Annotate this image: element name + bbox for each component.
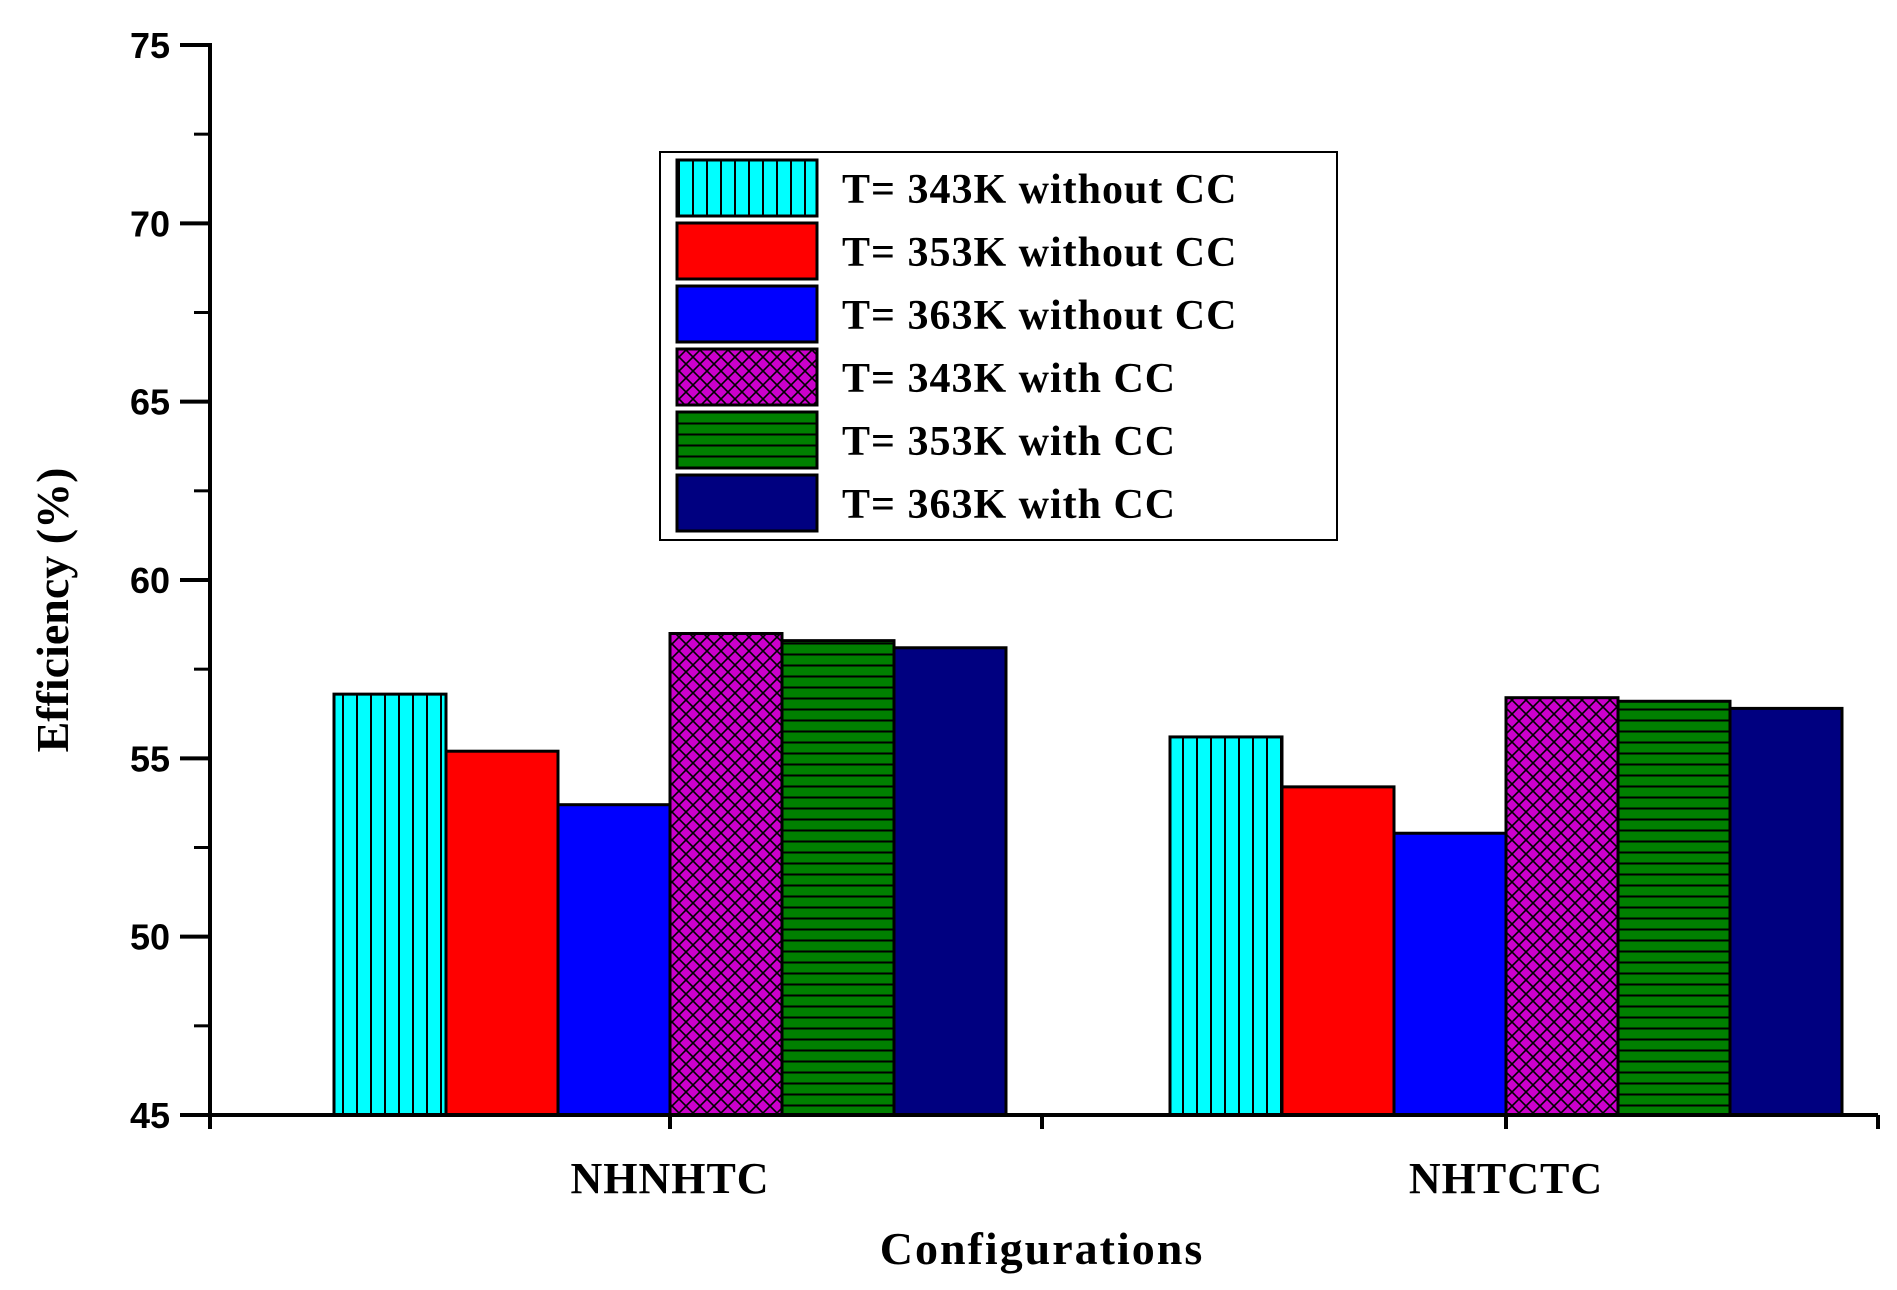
legend-label-t-343k-with-cc: T= 343K with CC	[842, 356, 1176, 402]
legend-item-t-353k-with-cc: T= 353K with CC	[675, 410, 1176, 470]
bar-nhtctc-t-343k-with-cc	[1504, 696, 1620, 1117]
bar-nhnhtc-t-343k-without-cc	[332, 692, 448, 1117]
y-tick-label-70: 70	[130, 203, 170, 244]
legend-item-t-363k-with-cc: T= 363K with CC	[675, 473, 1176, 533]
legend-label-t-343k-without-cc: T= 343K without CC	[842, 167, 1237, 213]
legend-swatch-t-363k-with-cc	[675, 473, 819, 533]
bar-nhnhtc-t-343k-with-cc	[668, 632, 784, 1117]
y-tick-label-50: 50	[130, 917, 170, 958]
legend-item-t-363k-without-cc: T= 363K without CC	[675, 284, 1237, 344]
y-tick-label-65: 65	[130, 382, 170, 423]
legend-swatch-t-353k-without-cc	[675, 221, 819, 281]
x-axis-title: Configurations	[880, 1223, 1204, 1274]
y-tick-label-55: 55	[130, 738, 170, 779]
legend-label-t-363k-with-cc: T= 363K with CC	[842, 482, 1176, 528]
legend: T= 343K without CC T= 353K without CC T= 3…	[659, 151, 1338, 541]
bar-nhnhtc-t-353k-with-cc	[780, 639, 896, 1117]
x-tick-label-nhnhtc: NHNHTC	[570, 1154, 769, 1203]
bar-nhtctc-t-353k-without-cc	[1280, 785, 1396, 1117]
legend-swatch-t-363k-without-cc	[675, 284, 819, 344]
legend-swatch-t-343k-without-cc	[675, 158, 819, 218]
bar-nhtctc-t-343k-without-cc	[1168, 735, 1284, 1117]
y-tick-label-45: 45	[130, 1095, 170, 1136]
y-tick-label-75: 75	[130, 25, 170, 66]
legend-item-t-353k-without-cc: T= 353K without CC	[675, 221, 1237, 281]
bar-nhtctc-t-363k-without-cc	[1392, 831, 1508, 1117]
legend-item-t-343k-without-cc: T= 343K without CC	[675, 158, 1237, 218]
bars-layer	[332, 632, 1844, 1117]
x-tick-label-nhtctc: NHTCTC	[1409, 1154, 1603, 1203]
bar-group-nhnhtc	[332, 632, 1008, 1117]
y-axis-title: Efficiency (%)	[27, 468, 78, 753]
bar-nhnhtc-t-353k-without-cc	[444, 749, 560, 1117]
legend-label-t-363k-without-cc: T= 363K without CC	[842, 293, 1237, 339]
bar-nhtctc-t-363k-with-cc	[1728, 706, 1844, 1117]
bar-nhnhtc-t-363k-without-cc	[556, 803, 672, 1117]
bar-nhnhtc-t-363k-with-cc	[892, 646, 1008, 1117]
legend-swatch-t-353k-with-cc	[675, 410, 819, 470]
legend-label-t-353k-with-cc: T= 353K with CC	[842, 419, 1176, 465]
axes-layer: 45 50 55 60 65 70 75 NHNHTC NHTCTC	[130, 25, 1880, 1203]
bar-group-nhtctc	[1168, 696, 1844, 1117]
legend-label-t-353k-without-cc: T= 353K without CC	[842, 230, 1237, 276]
y-tick-label-60: 60	[130, 560, 170, 601]
bar-nhtctc-t-353k-with-cc	[1616, 699, 1732, 1117]
legend-swatch-t-343k-with-cc	[675, 347, 819, 407]
labels-layer: Configurations Efficiency (%)	[27, 468, 1204, 1274]
legend-item-t-343k-with-cc: T= 343K with CC	[675, 347, 1176, 407]
